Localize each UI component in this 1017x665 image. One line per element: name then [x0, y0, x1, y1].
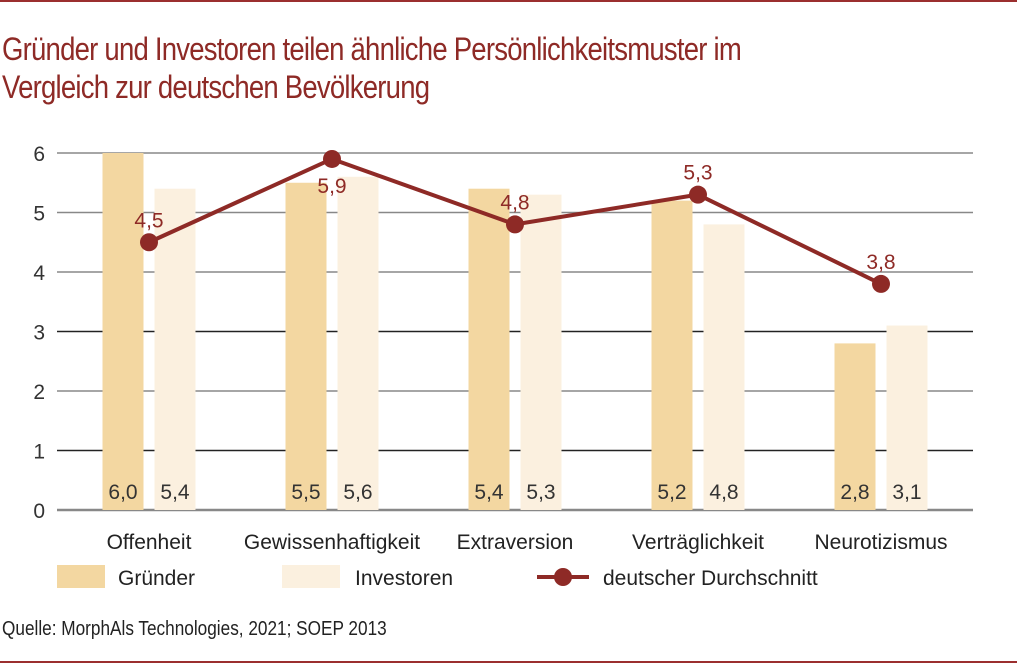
y-tick-label: 0: [33, 500, 45, 523]
bottom-rule: [0, 661, 1017, 663]
gridlines: [57, 152, 973, 512]
average-point: [506, 215, 524, 234]
y-tick-label: 2: [33, 381, 45, 404]
bar-investoren: [520, 194, 562, 510]
bars: [102, 153, 928, 511]
legend-swatch-investoren: [282, 565, 340, 588]
top-rule: [0, 0, 1017, 2]
bar-investoren: [337, 176, 379, 511]
bar-value-label-investoren: 3,1: [892, 481, 921, 504]
category-label: Extraversion: [457, 531, 574, 554]
average-point: [872, 274, 890, 293]
average-point-label: 4,5: [134, 209, 163, 232]
legend: Gründer Investoren deutscher Durchschnit…: [57, 565, 818, 590]
bar-value-label-investoren: 5,4: [160, 481, 190, 504]
bar-value-label-gruender: 5,2: [657, 481, 686, 504]
legend-label-gruender: Gründer: [118, 567, 195, 590]
bar-investoren: [703, 224, 745, 510]
y-axis-ticks: 0 1 2 3 4 5 6: [33, 143, 45, 523]
bar-gruender: [468, 188, 510, 510]
legend-label-investoren: Investoren: [355, 567, 453, 590]
y-tick-label: 3: [33, 322, 45, 345]
category-label: Offenheit: [107, 531, 192, 554]
y-tick-label: 1: [33, 441, 45, 464]
bar-value-label-investoren: 4,8: [709, 481, 738, 504]
bar-value-label-gruender: 5,5: [291, 481, 320, 504]
legend-label-average: deutscher Durchschnitt: [603, 567, 818, 590]
source-note: Quelle: MorphAls Technologies, 2021; SOE…: [2, 618, 387, 640]
category-label: Neurotizismus: [814, 531, 947, 554]
average-point: [689, 185, 707, 204]
bar-value-label-investoren: 5,3: [526, 481, 555, 504]
bar-gruender: [285, 182, 327, 510]
average-point-label: 3,8: [866, 251, 895, 274]
bar-value-label-gruender: 5,4: [474, 481, 504, 504]
bar-value-labels: 6,0 5,4 5,5 5,6 5,4 5,3 5,2 4,8 2,8 3,1: [108, 481, 921, 504]
category-label: Gewissenhaftigkeit: [244, 531, 420, 554]
average-point-label: 4,8: [500, 191, 529, 214]
bar-gruender: [651, 200, 693, 510]
bar-investoren: [154, 188, 196, 510]
average-point-label: 5,9: [317, 175, 346, 198]
y-tick-label: 6: [33, 143, 45, 166]
bar-gruender: [102, 153, 144, 510]
bar-gruender: [834, 343, 876, 510]
bar-value-label-gruender: 6,0: [108, 481, 137, 504]
average-point: [140, 233, 158, 252]
x-axis-categories: Offenheit Gewissenhaftigkeit Extraversion V…: [107, 531, 948, 554]
bar-value-label-gruender: 2,8: [840, 481, 869, 504]
average-point: [323, 149, 341, 168]
title-line-1: Gründer und Investoren teilen ähnliche P…: [2, 31, 742, 67]
y-tick-label: 4: [33, 262, 45, 285]
category-label: Verträglichkeit: [632, 531, 764, 554]
average-point-label: 5,3: [683, 162, 712, 185]
title-line-2: Vergleich zur deutschen Bevölkerung: [2, 69, 430, 105]
bar-investoren: [886, 325, 928, 510]
legend-swatch-gruender: [57, 565, 105, 588]
average-line: 4,5 5,9 4,8 5,3 3,8: [134, 149, 896, 293]
legend-marker-average: [554, 568, 572, 586]
chart-title: Gründer und Investoren teilen ähnliche P…: [2, 30, 871, 106]
bar-value-label-investoren: 5,6: [343, 481, 372, 504]
y-tick-label: 5: [33, 203, 45, 226]
